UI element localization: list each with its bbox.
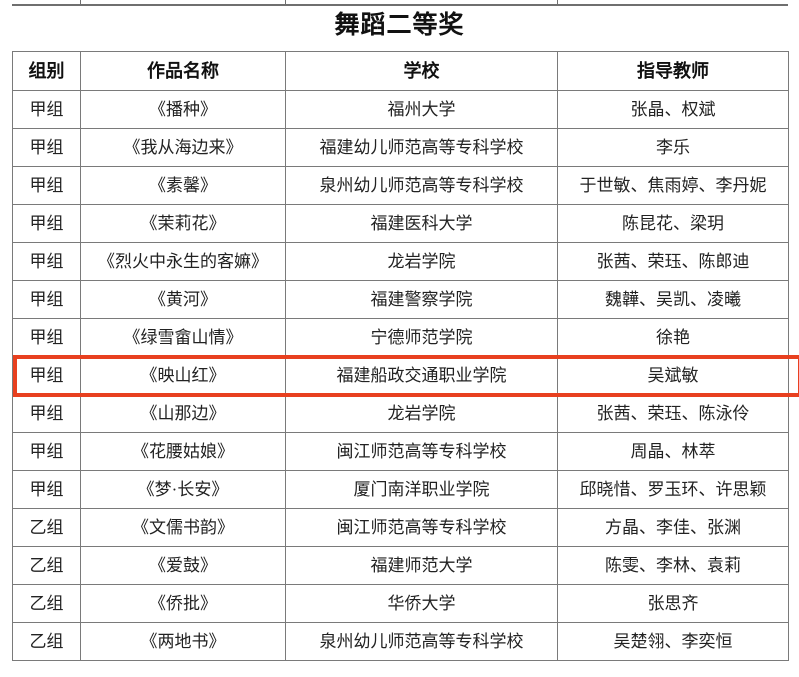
table-row: 乙组 《爱鼓》 福建师范大学 陈雯、李林、袁莉 (12, 546, 789, 585)
cell-work: 《爱鼓》 (80, 546, 286, 585)
cell-school: 闽江师范高等专科学校 (285, 508, 558, 547)
cell-group: 乙组 (12, 508, 81, 547)
cell-group: 甲组 (12, 356, 81, 395)
cell-school: 厦门南洋职业学院 (285, 470, 558, 509)
table-row: 甲组 《绿雪畲山情》 宁德师范学院 徐艳 (12, 318, 789, 357)
cell-work: 《侨批》 (80, 584, 286, 623)
cell-teachers: 张晶、权斌 (557, 90, 789, 129)
cell-school: 泉州幼儿师范高等专科学校 (285, 166, 558, 205)
cell-teachers: 张茜、荣珏、陈郎迪 (557, 242, 789, 281)
cell-work: 《梦·长安》 (80, 470, 286, 509)
table-header: 组别 作品名称 学校 指导教师 (12, 51, 789, 91)
cell-teachers: 吴楚翎、李奕恒 (557, 622, 789, 661)
cell-group: 甲组 (12, 242, 81, 281)
cell-group: 乙组 (12, 622, 81, 661)
cell-work: 《黄河》 (80, 280, 286, 319)
cell-teachers: 徐艳 (557, 318, 789, 357)
header-row: 组别 作品名称 学校 指导教师 (12, 51, 789, 91)
cell-school: 龙岩学院 (285, 394, 558, 433)
cell-work: 《绿雪畲山情》 (80, 318, 286, 357)
remnant-divider-1 (80, 0, 81, 4)
cell-work: 《播种》 (80, 90, 286, 129)
table-row: 甲组 《播种》 福州大学 张晶、权斌 (12, 90, 789, 129)
cell-group: 甲组 (12, 470, 81, 509)
cell-group: 甲组 (12, 90, 81, 129)
column-header-work: 作品名称 (80, 51, 286, 91)
cell-work: 《文儒书韵》 (80, 508, 286, 547)
table-row: 甲组 《素馨》 泉州幼儿师范高等专科学校 于世敏、焦雨婷、李丹妮 (12, 166, 789, 205)
table-row: 乙组 《两地书》 泉州幼儿师范高等专科学校 吴楚翎、李奕恒 (12, 622, 789, 661)
cell-school: 闽江师范高等专科学校 (285, 432, 558, 471)
cell-school: 福建船政交通职业学院 (285, 356, 558, 395)
table-row: 甲组 《山那边》 龙岩学院 张茜、荣珏、陈泳伶 (12, 394, 789, 433)
cell-work: 《花腰姑娘》 (80, 432, 286, 471)
table-row: 甲组 《花腰姑娘》 闽江师范高等专科学校 周晶、林萃 (12, 432, 789, 471)
table-row: 甲组 《映山红》 福建船政交通职业学院 吴斌敏 (12, 356, 789, 395)
cell-school: 福建医科大学 (285, 204, 558, 243)
award-table: 组别 作品名称 学校 指导教师 甲组 《播种》 福州大学 张晶、权斌 甲组 《我从海边来》… (12, 51, 789, 661)
award-table-container: 组别 作品名称 学校 指导教师 甲组 《播种》 福州大学 张晶、权斌 甲组 《我从海边来》… (12, 51, 799, 661)
page-title: 舞蹈二等奖 (334, 11, 465, 39)
column-header-teachers: 指导教师 (557, 51, 789, 91)
cell-group: 甲组 (12, 204, 81, 243)
cell-group: 甲组 (12, 318, 81, 357)
table-row: 甲组 《黄河》 福建警察学院 魏韡、吴凯、凌曦 (12, 280, 789, 319)
column-header-group: 组别 (12, 51, 81, 91)
cell-school: 福建幼儿师范高等专科学校 (285, 128, 558, 167)
cell-group: 甲组 (12, 394, 81, 433)
cell-teachers: 魏韡、吴凯、凌曦 (557, 280, 789, 319)
cell-group: 甲组 (12, 280, 81, 319)
cell-school: 华侨大学 (285, 584, 558, 623)
cell-teachers: 吴斌敏 (557, 356, 789, 395)
table-row: 乙组 《侨批》 华侨大学 张思齐 (12, 584, 789, 623)
cell-work: 《茉莉花》 (80, 204, 286, 243)
cell-teachers: 陈昆花、梁玥 (557, 204, 789, 243)
cell-group: 甲组 (12, 128, 81, 167)
cell-school: 龙岩学院 (285, 242, 558, 281)
cell-teachers: 陈雯、李林、袁莉 (557, 546, 789, 585)
table-row: 甲组 《茉莉花》 福建医科大学 陈昆花、梁玥 (12, 204, 789, 243)
cell-work: 《烈火中永生的客嫲》 (80, 242, 286, 281)
table-row: 甲组 《梦·长安》 厦门南洋职业学院 邱晓惜、罗玉环、许思颖 (12, 470, 789, 509)
cell-work: 《映山红》 (80, 356, 286, 395)
cell-group: 甲组 (12, 432, 81, 471)
cell-teachers: 周晶、林萃 (557, 432, 789, 471)
cell-teachers: 邱晓惜、罗玉环、许思颖 (557, 470, 789, 509)
cell-group: 乙组 (12, 584, 81, 623)
cell-work: 《素馨》 (80, 166, 286, 205)
cell-school: 宁德师范学院 (285, 318, 558, 357)
cell-work: 《两地书》 (80, 622, 286, 661)
cell-work: 《山那边》 (80, 394, 286, 433)
cell-work: 《我从海边来》 (80, 128, 286, 167)
table-row: 甲组 《烈火中永生的客嫲》 龙岩学院 张茜、荣珏、陈郎迪 (12, 242, 789, 281)
cell-school: 福州大学 (285, 90, 558, 129)
cell-school: 泉州幼儿师范高等专科学校 (285, 622, 558, 661)
cell-school: 福建师范大学 (285, 546, 558, 585)
remnant-divider-2 (285, 0, 286, 4)
cell-teachers: 张思齐 (557, 584, 789, 623)
cell-teachers: 方晶、李佳、张渊 (557, 508, 789, 547)
cell-teachers: 于世敏、焦雨婷、李丹妮 (557, 166, 789, 205)
cell-group: 甲组 (12, 166, 81, 205)
cell-school: 福建警察学院 (285, 280, 558, 319)
cell-group: 乙组 (12, 546, 81, 585)
cell-teachers: 张茜、荣珏、陈泳伶 (557, 394, 789, 433)
remnant-divider-3 (557, 0, 558, 4)
previous-table-remnant (12, 0, 788, 6)
column-header-school: 学校 (285, 51, 558, 91)
cell-teachers: 李乐 (557, 128, 789, 167)
table-row: 甲组 《我从海边来》 福建幼儿师范高等专科学校 李乐 (12, 128, 789, 167)
table-body: 甲组 《播种》 福州大学 张晶、权斌 甲组 《我从海边来》 福建幼儿师范高等专科学校 李乐 甲组… (12, 90, 789, 661)
table-row: 乙组 《文儒书韵》 闽江师范高等专科学校 方晶、李佳、张渊 (12, 508, 789, 547)
